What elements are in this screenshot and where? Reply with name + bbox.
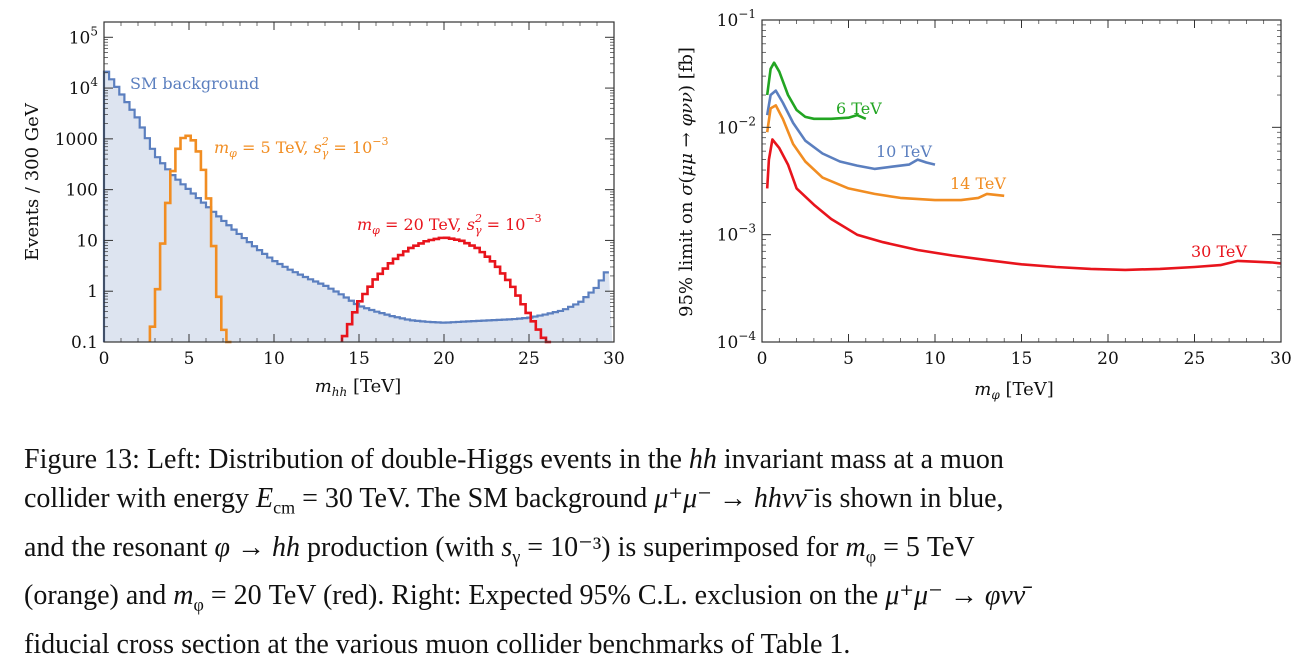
right-y-axis-title: 95% limit on σ(μμ → φνν) [fb] <box>676 47 697 317</box>
left-y-tick-label: 0.1 <box>71 333 98 353</box>
left-x-tick-label: 20 <box>433 349 455 369</box>
left-y-axis-title: Events / 300 GeV <box>22 102 43 261</box>
left-y-tick-label: 1000 <box>55 130 98 150</box>
figure-caption: Figure 13: Left: Distribution of double-… <box>24 444 1026 660</box>
right-x-tick-label: 0 <box>757 349 768 369</box>
right-plot-frame <box>761 19 1282 343</box>
right-label-10tev: 10 TeV <box>876 142 932 161</box>
right-label-6tev: 6 TeV <box>836 99 882 118</box>
left-histogram-panel: 0 5 10 15 20 25 30 0.1 1 10 100 1000 104 105 SM backg… <box>22 21 625 399</box>
left-y-tick-label: 104 <box>69 75 99 99</box>
right-y-tick-label: 10−4 <box>717 329 757 353</box>
mphi-5tev-histogram <box>148 134 232 344</box>
left-x-tick-label: 10 <box>263 349 285 369</box>
mphi-20tev-histogram <box>340 236 552 344</box>
right-x-tick-label: 30 <box>1270 349 1292 369</box>
curve-30tev <box>765 138 1282 272</box>
right-x-tick-label: 15 <box>1011 349 1033 369</box>
left-label-mphi-5: mφ = 5 TeV, s2 γ = 10−3 <box>214 135 389 160</box>
right-x-tick-label: 25 <box>1184 349 1206 369</box>
right-x-tick-label: 5 <box>843 349 854 369</box>
left-y-tick-label: 100 <box>66 181 98 201</box>
right-y-tick-label: 10−2 <box>717 114 756 138</box>
left-y-tick-label: 10 <box>76 231 98 251</box>
sm-background-fill <box>104 71 613 342</box>
right-label-14tev: 14 TeV <box>950 174 1006 193</box>
right-y-tick-label: 10−3 <box>717 222 756 246</box>
left-x-tick-label: 0 <box>99 349 110 369</box>
left-label-mphi-20: mφ = 20 TeV, s2 γ = 10−3 <box>357 212 542 237</box>
curve-10tev <box>765 89 936 171</box>
right-label-30tev: 30 TeV <box>1191 242 1247 261</box>
right-x-tick-label: 20 <box>1097 349 1119 369</box>
left-label-sm-background: SM background <box>130 74 259 93</box>
left-y-tick-label: 105 <box>69 24 98 48</box>
curve-6tev <box>765 61 867 121</box>
right-x-tick-label: 10 <box>924 349 946 369</box>
left-x-tick-label: 25 <box>518 349 540 369</box>
right-y-tick-label: 10−1 <box>717 7 756 31</box>
right-limit-panel: 0 5 10 15 20 25 30 10−4 10−3 10−2 10−1 6 TeV 10 Te… <box>676 7 1292 402</box>
left-x-tick-label: 15 <box>348 349 370 369</box>
left-x-tick-label: 5 <box>184 349 195 369</box>
left-y-tick-label: 1 <box>87 282 98 302</box>
left-x-axis-title: mhh [TeV] <box>315 376 402 399</box>
curve-14tev <box>765 104 1005 202</box>
left-x-tick-label: 30 <box>603 349 625 369</box>
sm-background-histogram <box>102 70 609 342</box>
right-x-axis-title: mφ [TeV] <box>974 379 1054 402</box>
